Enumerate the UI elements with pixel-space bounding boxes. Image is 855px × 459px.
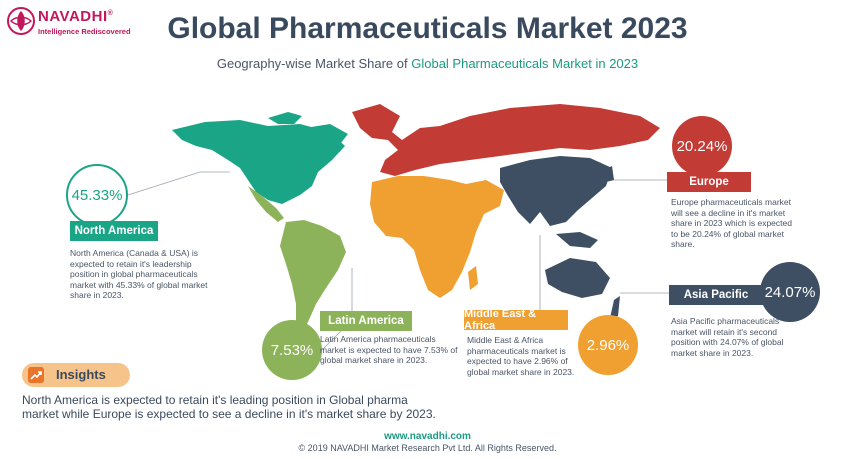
navadhi-logo-icon [7, 7, 35, 35]
insights-label: Insights [56, 367, 106, 382]
latin-america-share-bubble: 7.53% [262, 320, 322, 380]
north-america-description: North America (Canada & USA) is expected… [70, 248, 208, 300]
region-asia-pacific [500, 156, 620, 318]
region-latin-america [280, 220, 346, 336]
asia-pacific-description: Asia Pacific pharmaceuticals market will… [671, 316, 784, 358]
north-america-share-bubble: 45.33% [66, 164, 128, 226]
north-america-label: North America [70, 221, 158, 241]
region-central-america [248, 186, 284, 222]
region-north-america [172, 112, 348, 204]
region-europe [352, 104, 660, 176]
middle-east-africa-share-bubble: 2.96% [578, 315, 638, 375]
company-logo: NAVADHI® Intelligence Rediscovered [6, 6, 131, 46]
middle-east-africa-description: Middle East & Africa pharmaceuticals mar… [467, 335, 575, 377]
connector-north-america [127, 171, 230, 196]
subtitle-highlight: Global Pharmaceuticals Market in 2023 [411, 56, 639, 71]
latin-america-description: Latin America pharmaceuticals market is … [320, 334, 458, 365]
page-subtitle: Geography-wise Market Share of Global Ph… [0, 56, 855, 71]
middle-east-africa-label: Middle East & Africa [464, 308, 568, 332]
logo-name: NAVADHI® [38, 8, 114, 25]
asia-pacific-label: Asia Pacific [669, 285, 763, 305]
trend-icon [28, 367, 44, 383]
asia-pacific-share-bubble: 24.07% [760, 262, 820, 322]
footer-copyright: © 2019 NAVADHI Market Research Pvt Ltd. … [298, 443, 557, 453]
page-title: Global Pharmaceuticals Market 2023 [167, 12, 688, 45]
latin-america-label: Latin America [320, 311, 412, 331]
subtitle-prefix: Geography-wise Market Share of [216, 56, 412, 71]
insights-text: North America is expected to retain it's… [22, 393, 436, 421]
insights-badge: Insights [22, 363, 130, 387]
logo-tagline: Intelligence Rediscovered [38, 27, 131, 36]
europe-share-bubble: 20.24% [672, 116, 732, 176]
europe-description: Europe pharmaceuticals market will see a… [671, 197, 792, 249]
europe-label: Europe [667, 172, 751, 192]
region-middle-east-africa [370, 176, 504, 298]
footer-url[interactable]: www.navadhi.com [384, 431, 471, 442]
